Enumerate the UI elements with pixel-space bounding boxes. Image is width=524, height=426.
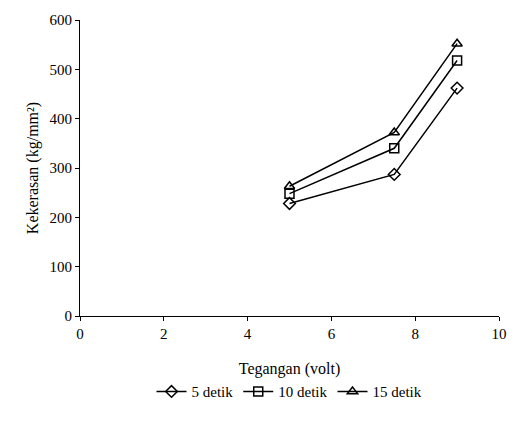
svg-text:5 detik: 5 detik xyxy=(192,384,234,400)
svg-text:400: 400 xyxy=(50,111,73,127)
svg-text:0: 0 xyxy=(76,326,84,342)
svg-text:200: 200 xyxy=(50,210,73,226)
svg-text:15 detik: 15 detik xyxy=(372,384,421,400)
svg-text:0: 0 xyxy=(65,308,73,324)
svg-text:4: 4 xyxy=(244,326,252,342)
svg-text:10 detik: 10 detik xyxy=(278,384,327,400)
svg-text:300: 300 xyxy=(50,160,73,176)
svg-text:6: 6 xyxy=(328,326,336,342)
svg-text:10: 10 xyxy=(492,326,507,342)
svg-text:100: 100 xyxy=(50,259,73,275)
svg-text:500: 500 xyxy=(50,62,73,78)
svg-text:Kekerasan (kg/mm²): Kekerasan (kg/mm²) xyxy=(24,102,42,234)
svg-text:600: 600 xyxy=(50,12,73,28)
svg-text:Tegangan (volt): Tegangan (volt) xyxy=(239,360,341,378)
svg-text:2: 2 xyxy=(160,326,168,342)
svg-text:8: 8 xyxy=(411,326,419,342)
